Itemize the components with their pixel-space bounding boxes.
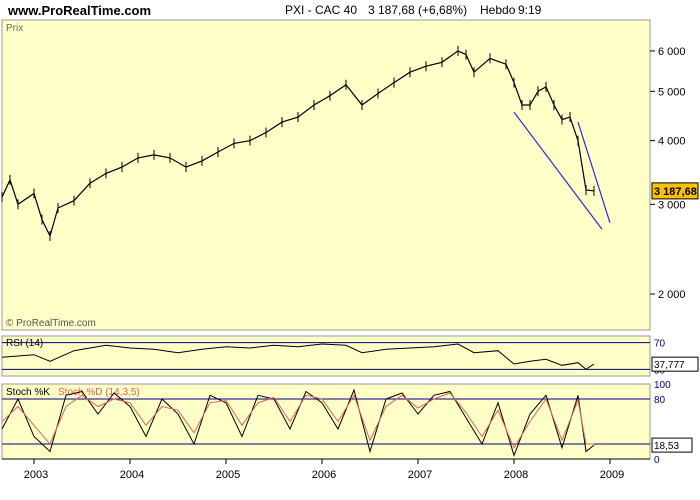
x-tick-label: 2007 [408,469,432,481]
stoch-level-label: 80 [654,395,666,406]
price-panel [1,19,651,331]
rsi-last-label: 37,777 [654,360,685,371]
trendline [577,121,611,223]
rsi-title: RSI (14) [6,338,43,349]
site-name[interactable]: www.ProRealTime.com [8,3,152,18]
stoch-level-label: 100 [654,380,671,391]
time-label: 9:19 [518,3,542,17]
price-y-label: 4 000 [658,136,686,148]
price-y-label: 2 000 [658,289,686,301]
price-y-label: 5 000 [658,86,686,98]
period-label: Hebdo [480,3,516,17]
stoch-last-tag [651,437,693,453]
price-y-label: 6 000 [658,46,686,58]
trendline [513,111,603,230]
x-tick-label: 2003 [24,469,48,481]
x-tick-label: 2005 [216,469,240,481]
rsi-series [1,343,595,370]
last-price-label: 3 187,68 [654,186,697,198]
stoch-level-label: 0 [654,455,660,466]
last-price: 3 187,68 (+6,68%) [368,3,468,17]
stoch-title: Stoch %K [6,387,50,398]
price-y-label: 3 000 [658,199,686,211]
x-tick-label: 2009 [600,469,624,481]
stoch-d-series [1,392,594,449]
stoch-k-series [1,388,595,457]
x-tick-label: 2008 [504,469,528,481]
price-title: Prix [6,23,23,34]
x-tick-label: 2006 [312,469,336,481]
rsi-last-tag [651,356,699,372]
rsi-panel [1,335,651,377]
stoch-d-label: Stoch %D (14,3,5) [58,387,140,398]
last-price-tag [651,182,699,200]
instrument-name: PXI - CAC 40 [285,3,358,17]
rsi-level-label: 70 [654,339,666,350]
watermark: © ProRealTime.com [6,318,96,329]
x-tick-label: 2004 [120,469,144,481]
stoch-last-label: 18,53 [654,441,679,452]
chart-header: www.ProRealTime.com PXI - CAC 40 3 187,6… [0,0,700,20]
